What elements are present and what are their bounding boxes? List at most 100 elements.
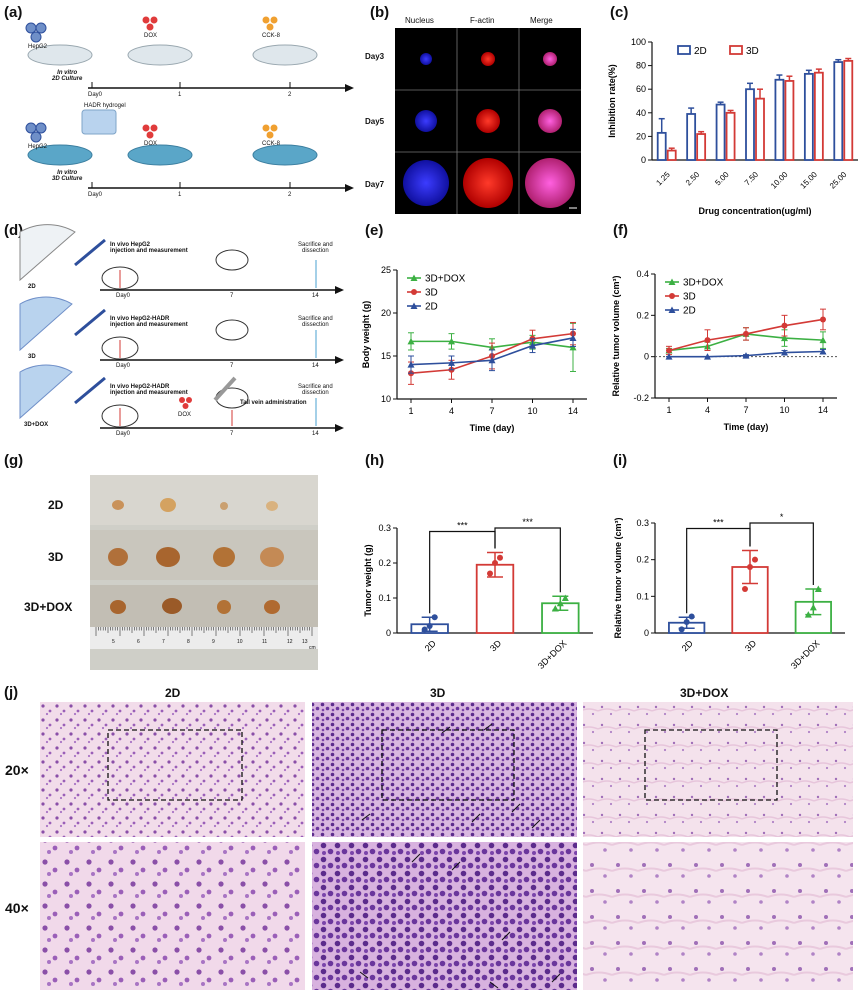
petri-dish: [127, 144, 193, 166]
tumor-sample: [266, 501, 278, 511]
dox-molecule: [142, 124, 150, 132]
significance-bracket: [749, 522, 814, 585]
x-tick-label: 1: [408, 406, 413, 416]
data-point: [529, 342, 536, 349]
dox-molecule: [182, 403, 189, 409]
tick-label: Day0: [116, 293, 131, 299]
ruler-unit: cm: [309, 645, 316, 651]
group-label: 3D+DOX: [24, 422, 49, 428]
y-tick-label: 25: [381, 265, 391, 275]
relative-volume-bar-chart: 00.10.20.32D 3D 3D+DOX****Relative tumor v…: [613, 512, 845, 671]
dox-molecule: [186, 397, 192, 403]
timeline-arrowhead: [345, 184, 354, 192]
data-point: [747, 564, 753, 570]
legend-label: 2D: [683, 306, 696, 317]
tick-label: 14: [312, 363, 319, 369]
column-header: Nucleus: [405, 16, 434, 25]
significance-label: ***: [457, 521, 468, 531]
tick-label: Day0: [88, 192, 103, 198]
row-2d-invivo: [19, 224, 344, 294]
panel-label-j: (j): [4, 684, 19, 701]
y-tick-label: 0.1: [636, 591, 649, 601]
group-label: 2D: [28, 284, 36, 290]
y-tick-label: 0: [644, 628, 649, 638]
column-header: 2D: [165, 686, 181, 700]
spheroid-factin-day5: [476, 109, 500, 133]
panel-label-c: (c): [610, 4, 629, 21]
panel-label-h: (h): [365, 452, 385, 469]
ruler-number: 6: [137, 639, 140, 645]
x-axis-label: Drug concentration(ug/ml): [699, 206, 812, 216]
column-header: 3D+DOX: [680, 686, 729, 700]
syringe-icon: [74, 308, 106, 337]
legend-marker: [410, 274, 418, 281]
tick-label: Day0: [116, 363, 131, 369]
row-2d-culture: [25, 16, 354, 92]
row-3d-culture: [25, 109, 354, 192]
y-tick-label: 40: [636, 108, 646, 118]
data-point: [704, 353, 711, 360]
mouse-icon: [215, 319, 249, 341]
dox-molecule: [142, 16, 150, 24]
spheroid-factin-day7: [463, 158, 513, 208]
y-tick-label: 60: [636, 84, 646, 94]
histology-2d-20x: [40, 702, 305, 837]
y-tick-label: 0.2: [636, 555, 649, 565]
tumor-weight-bar-chart: 0 0.1 0.2 0.3 2D 3D 3D+DOX *** *** Tumor weight (…: [363, 517, 593, 671]
syringe-icon: [74, 376, 106, 405]
data-point: [421, 626, 428, 633]
data-point: [431, 614, 438, 621]
legend-marker: [669, 293, 675, 299]
data-point: [488, 356, 496, 364]
x-axis-label: Time (day): [470, 423, 515, 433]
tumor-sample: [156, 547, 180, 567]
y-axis-label: Tumor weight (g): [363, 544, 373, 616]
tumor-row-3d: [108, 547, 284, 567]
hepg2-cell: [25, 22, 37, 34]
panel-g: (g) 2D 3D 3D+DOX 5 6 7 8 9 10 11: [0, 450, 350, 675]
drug-label: DOX: [144, 141, 158, 147]
legend-marker: [411, 289, 417, 295]
x-tick-label: 10: [779, 405, 789, 415]
ruler-number: 9: [212, 639, 215, 645]
x-tick-label: 3D: [488, 638, 504, 654]
mouse-icon: [215, 249, 249, 271]
x-tick-label: 4: [705, 405, 710, 415]
hepg2-cell: [35, 22, 47, 34]
step-label: In vivo HepG2-HADR injection and measure…: [110, 384, 188, 396]
x-tick-label: 7: [489, 406, 494, 416]
panel-label-a: (a): [4, 4, 23, 21]
bar: [725, 111, 736, 161]
data-point: [551, 605, 559, 612]
dox-molecule: [179, 397, 185, 403]
tumor-sample: [110, 600, 126, 614]
x-tick-label: 10: [527, 406, 537, 416]
y-axis-label: Body weight (g): [361, 301, 371, 369]
data-point: [426, 623, 433, 629]
data-point: [487, 570, 493, 577]
panel-label-e: (e): [365, 222, 384, 239]
data-point: [819, 336, 827, 344]
y-axis-label: Relative tumor volume (cm³): [613, 517, 623, 638]
timeline-arrowhead: [345, 84, 354, 92]
tick-label: 7: [230, 431, 234, 437]
data-point: [704, 337, 711, 344]
dox-molecule: [146, 23, 154, 31]
x-tick-label: 2D: [423, 638, 439, 654]
tumor-sample: [162, 598, 182, 614]
y-tick-label: 0: [641, 155, 646, 165]
culture-title: In vitro 2D Culture: [52, 70, 83, 82]
row-label: Day3: [365, 52, 385, 61]
y-tick-label: 100: [631, 37, 646, 47]
group-label: 3D: [28, 354, 36, 360]
tick-label: 1: [178, 192, 182, 198]
hepg2-cell: [25, 122, 37, 134]
row-label: 20×: [5, 762, 29, 778]
x-tick-label: 3D+DOX: [789, 638, 822, 671]
tissue-sector: [19, 296, 73, 352]
data-point: [678, 626, 685, 633]
data-point: [742, 586, 748, 592]
y-tick-label: 0.3: [378, 523, 391, 533]
spheroid-factin-day3: [481, 52, 495, 66]
